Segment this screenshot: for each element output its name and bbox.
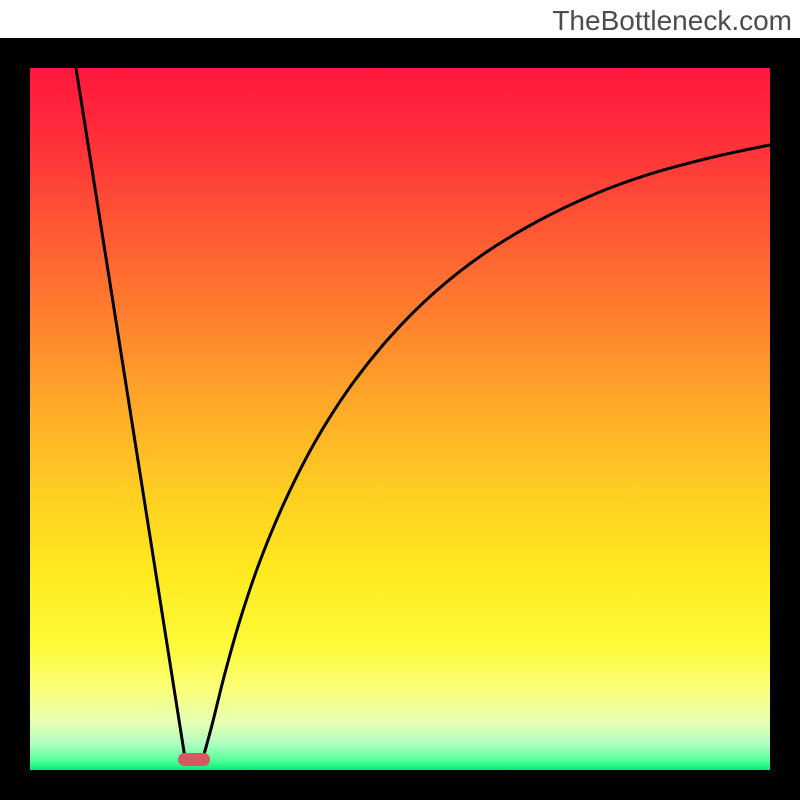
bottleneck-curve <box>30 68 770 770</box>
chart-plot-area <box>30 68 770 770</box>
bottleneck-marker <box>178 753 210 766</box>
watermark-text: TheBottleneck.com <box>552 5 792 37</box>
